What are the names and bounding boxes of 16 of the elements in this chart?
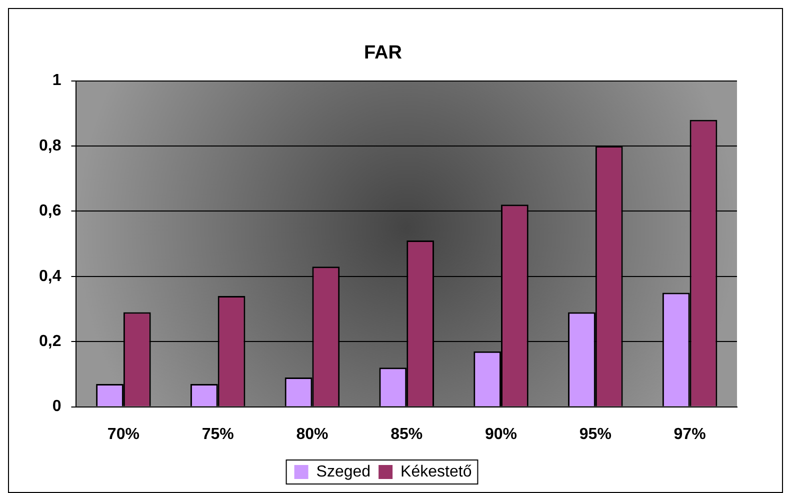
- y-tick-label: 0,2: [38, 333, 62, 350]
- x-tick-label: 90%: [485, 426, 518, 443]
- x-tick-label: 70%: [107, 426, 140, 443]
- x-tick-label: 75%: [202, 426, 234, 443]
- chart-title: FAR: [364, 42, 402, 64]
- y-tick-label: 0,6: [38, 202, 62, 220]
- y-tick-label: 1: [52, 72, 62, 90]
- y-tick-label: 0: [52, 398, 62, 416]
- y-tick-label: 0,4: [38, 268, 62, 285]
- x-tick-label: 95%: [579, 426, 612, 443]
- y-tick-label: 0,8: [38, 137, 62, 154]
- x-tick-label: 85%: [390, 426, 423, 443]
- x-tick-label: 80%: [296, 426, 328, 443]
- x-tick-label: 97%: [674, 426, 706, 443]
- legend-label: Kékestető: [400, 463, 472, 480]
- legend-label: Szeged: [316, 463, 371, 480]
